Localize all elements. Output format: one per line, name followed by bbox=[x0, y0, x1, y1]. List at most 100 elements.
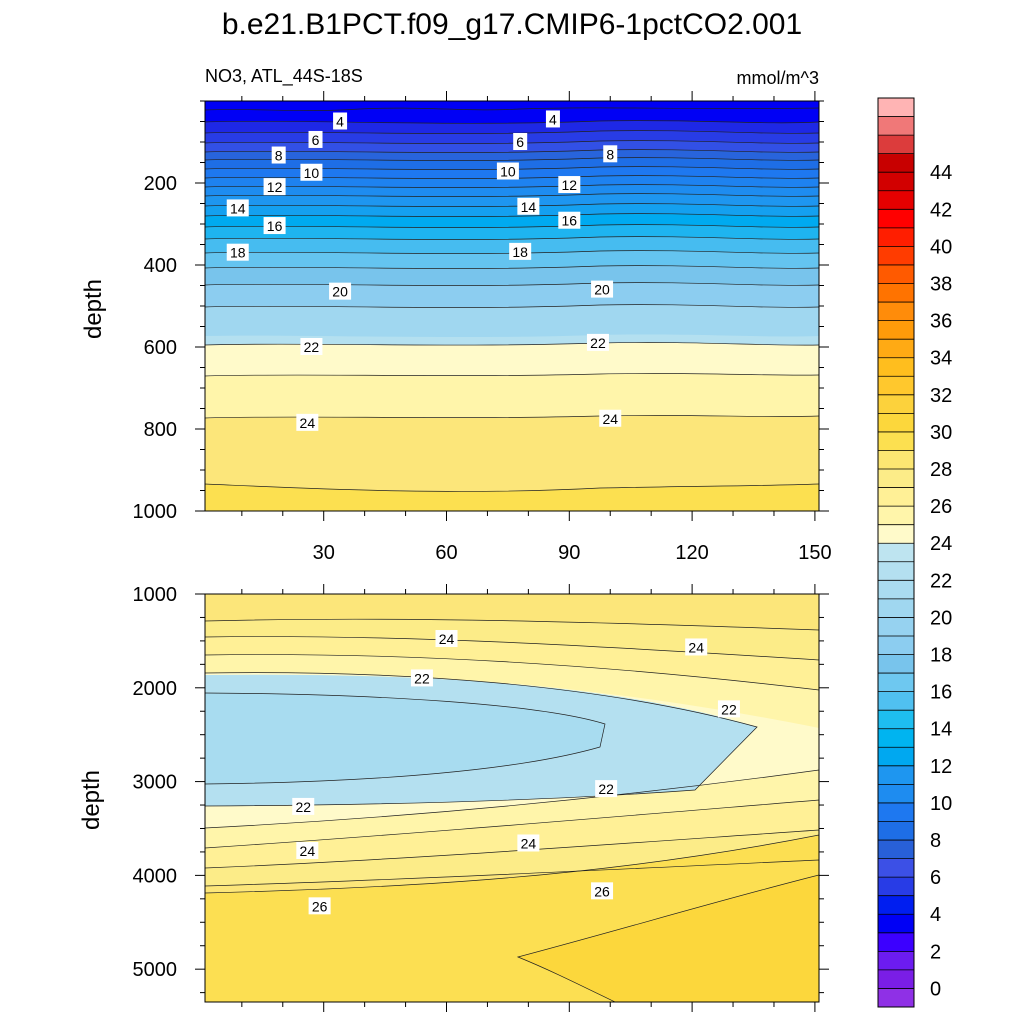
colorbar-swatch bbox=[878, 153, 914, 173]
contour-label-text: 6 bbox=[516, 134, 524, 150]
bottom-panel-ylabel: depth bbox=[78, 770, 105, 830]
bottom-band-26 bbox=[518, 875, 819, 1002]
colorbar-swatch bbox=[878, 116, 914, 136]
contour-label-text: 24 bbox=[602, 411, 618, 427]
contour-label-text: 16 bbox=[562, 213, 578, 229]
contour-label-text: 22 bbox=[304, 339, 320, 355]
contour-label: 10 bbox=[300, 163, 323, 181]
colorbar-label: 32 bbox=[930, 385, 952, 407]
y-tick-label: 2000 bbox=[133, 678, 178, 700]
contour-label: 4 bbox=[545, 110, 560, 128]
top-panel-axes: 30 60 90 120 150 200 400 600 800 1000 bbox=[133, 91, 832, 564]
colorbar-swatch bbox=[878, 691, 914, 711]
contour-label-text: 22 bbox=[414, 670, 430, 686]
colorbar-swatch bbox=[878, 283, 914, 303]
colorbar-label: 2 bbox=[930, 941, 941, 963]
contour-label: 18 bbox=[226, 243, 249, 261]
contour-label: 4 bbox=[333, 112, 348, 130]
y-tick-label: 3000 bbox=[133, 772, 178, 794]
colorbar-label: 6 bbox=[930, 867, 941, 889]
colorbar-swatch bbox=[878, 506, 914, 526]
colorbar-label: 22 bbox=[930, 570, 952, 592]
contour-label: 22 bbox=[586, 333, 609, 351]
bottom-band-20 bbox=[205, 693, 605, 784]
contour-label: 6 bbox=[513, 133, 528, 150]
colorbar-swatch bbox=[878, 673, 914, 693]
colorbar-label: 36 bbox=[930, 311, 952, 333]
colorbar-swatch bbox=[878, 246, 914, 266]
x-tick-label: 60 bbox=[435, 542, 457, 564]
contour-label: 6 bbox=[308, 130, 323, 148]
contour-label: 18 bbox=[509, 242, 532, 260]
colorbar-swatch bbox=[878, 914, 914, 934]
x-tick-label: 30 bbox=[313, 542, 335, 564]
contour-label: 16 bbox=[263, 217, 286, 235]
contour-label-text: 10 bbox=[304, 165, 320, 181]
colorbar-label: 38 bbox=[930, 274, 952, 296]
colorbar-label: 12 bbox=[930, 756, 952, 778]
bottom-panel-contour-labels: 24 24 22 22 22 22 24 24 26 26 bbox=[292, 630, 740, 915]
colorbar-label: 24 bbox=[930, 533, 952, 555]
colorbar-swatch bbox=[878, 431, 914, 451]
contour-label: 26 bbox=[591, 882, 614, 900]
colorbar-swatch bbox=[878, 784, 914, 804]
contour-label: 8 bbox=[603, 145, 618, 163]
colorbar-swatch bbox=[878, 135, 914, 155]
contour-label: 24 bbox=[685, 638, 708, 656]
contour-label-text: 8 bbox=[275, 148, 283, 164]
bottom-panel-frame bbox=[204, 593, 820, 1003]
contour-label-text: 24 bbox=[300, 843, 316, 859]
contour-label: 24 bbox=[517, 834, 540, 852]
colorbar-label: 28 bbox=[930, 459, 952, 481]
colorbar-label: 44 bbox=[930, 162, 952, 184]
contour-label-text: 24 bbox=[521, 835, 537, 851]
contour-label: 8 bbox=[271, 146, 286, 164]
contour-label: 22 bbox=[300, 338, 323, 355]
colorbar-swatch bbox=[878, 988, 914, 1008]
contour-label-text: 24 bbox=[439, 631, 455, 647]
colorbar-swatch bbox=[878, 413, 914, 433]
contour-label-text: 14 bbox=[230, 200, 246, 216]
y-tick-label: 600 bbox=[144, 337, 177, 359]
colorbar-swatch bbox=[878, 227, 914, 247]
colorbar-swatch bbox=[878, 357, 914, 377]
contour-label: 16 bbox=[558, 211, 581, 229]
x-tick-label: 90 bbox=[558, 542, 580, 564]
colorbar-label: 30 bbox=[930, 422, 952, 444]
y-tick-label: 1000 bbox=[133, 501, 178, 523]
x-tick-label: 150 bbox=[798, 542, 831, 564]
contour-label-text: 10 bbox=[500, 164, 516, 180]
colorbar-swatch bbox=[878, 747, 914, 767]
colorbar-swatch bbox=[878, 376, 914, 396]
colorbar-swatch bbox=[878, 172, 914, 192]
colorbar-swatch bbox=[878, 821, 914, 841]
contour-label: 22 bbox=[717, 700, 740, 718]
colorbar-swatch bbox=[878, 598, 914, 618]
contour-label: 14 bbox=[226, 199, 249, 217]
colorbar-swatch bbox=[878, 98, 914, 117]
x-tick-label: 120 bbox=[675, 542, 708, 564]
contour-label-text: 22 bbox=[590, 335, 606, 351]
colorbar-label: 40 bbox=[930, 236, 952, 258]
contour-label: 24 bbox=[435, 630, 458, 648]
contour-label-text: 4 bbox=[549, 111, 557, 127]
colorbar-label: 14 bbox=[930, 719, 952, 741]
colorbar-swatch bbox=[878, 635, 914, 655]
contour-label-text: 22 bbox=[721, 701, 737, 717]
y-tick-label: 1000 bbox=[133, 584, 178, 606]
contour-label: 20 bbox=[329, 282, 352, 300]
colorbar-label: 0 bbox=[930, 978, 941, 1000]
y-tick-label: 5000 bbox=[133, 959, 178, 981]
contour-label: 14 bbox=[517, 197, 540, 215]
contour-label: 24 bbox=[599, 409, 622, 427]
contour-label: 24 bbox=[296, 413, 319, 431]
contour-label: 10 bbox=[496, 162, 519, 180]
contour-label-text: 24 bbox=[300, 415, 316, 431]
top-band-25 bbox=[205, 484, 819, 511]
contour-label-text: 20 bbox=[332, 284, 348, 300]
colorbar-label: 34 bbox=[930, 348, 952, 370]
y-tick-label: 800 bbox=[144, 419, 177, 441]
colorbar-swatch bbox=[878, 895, 914, 915]
